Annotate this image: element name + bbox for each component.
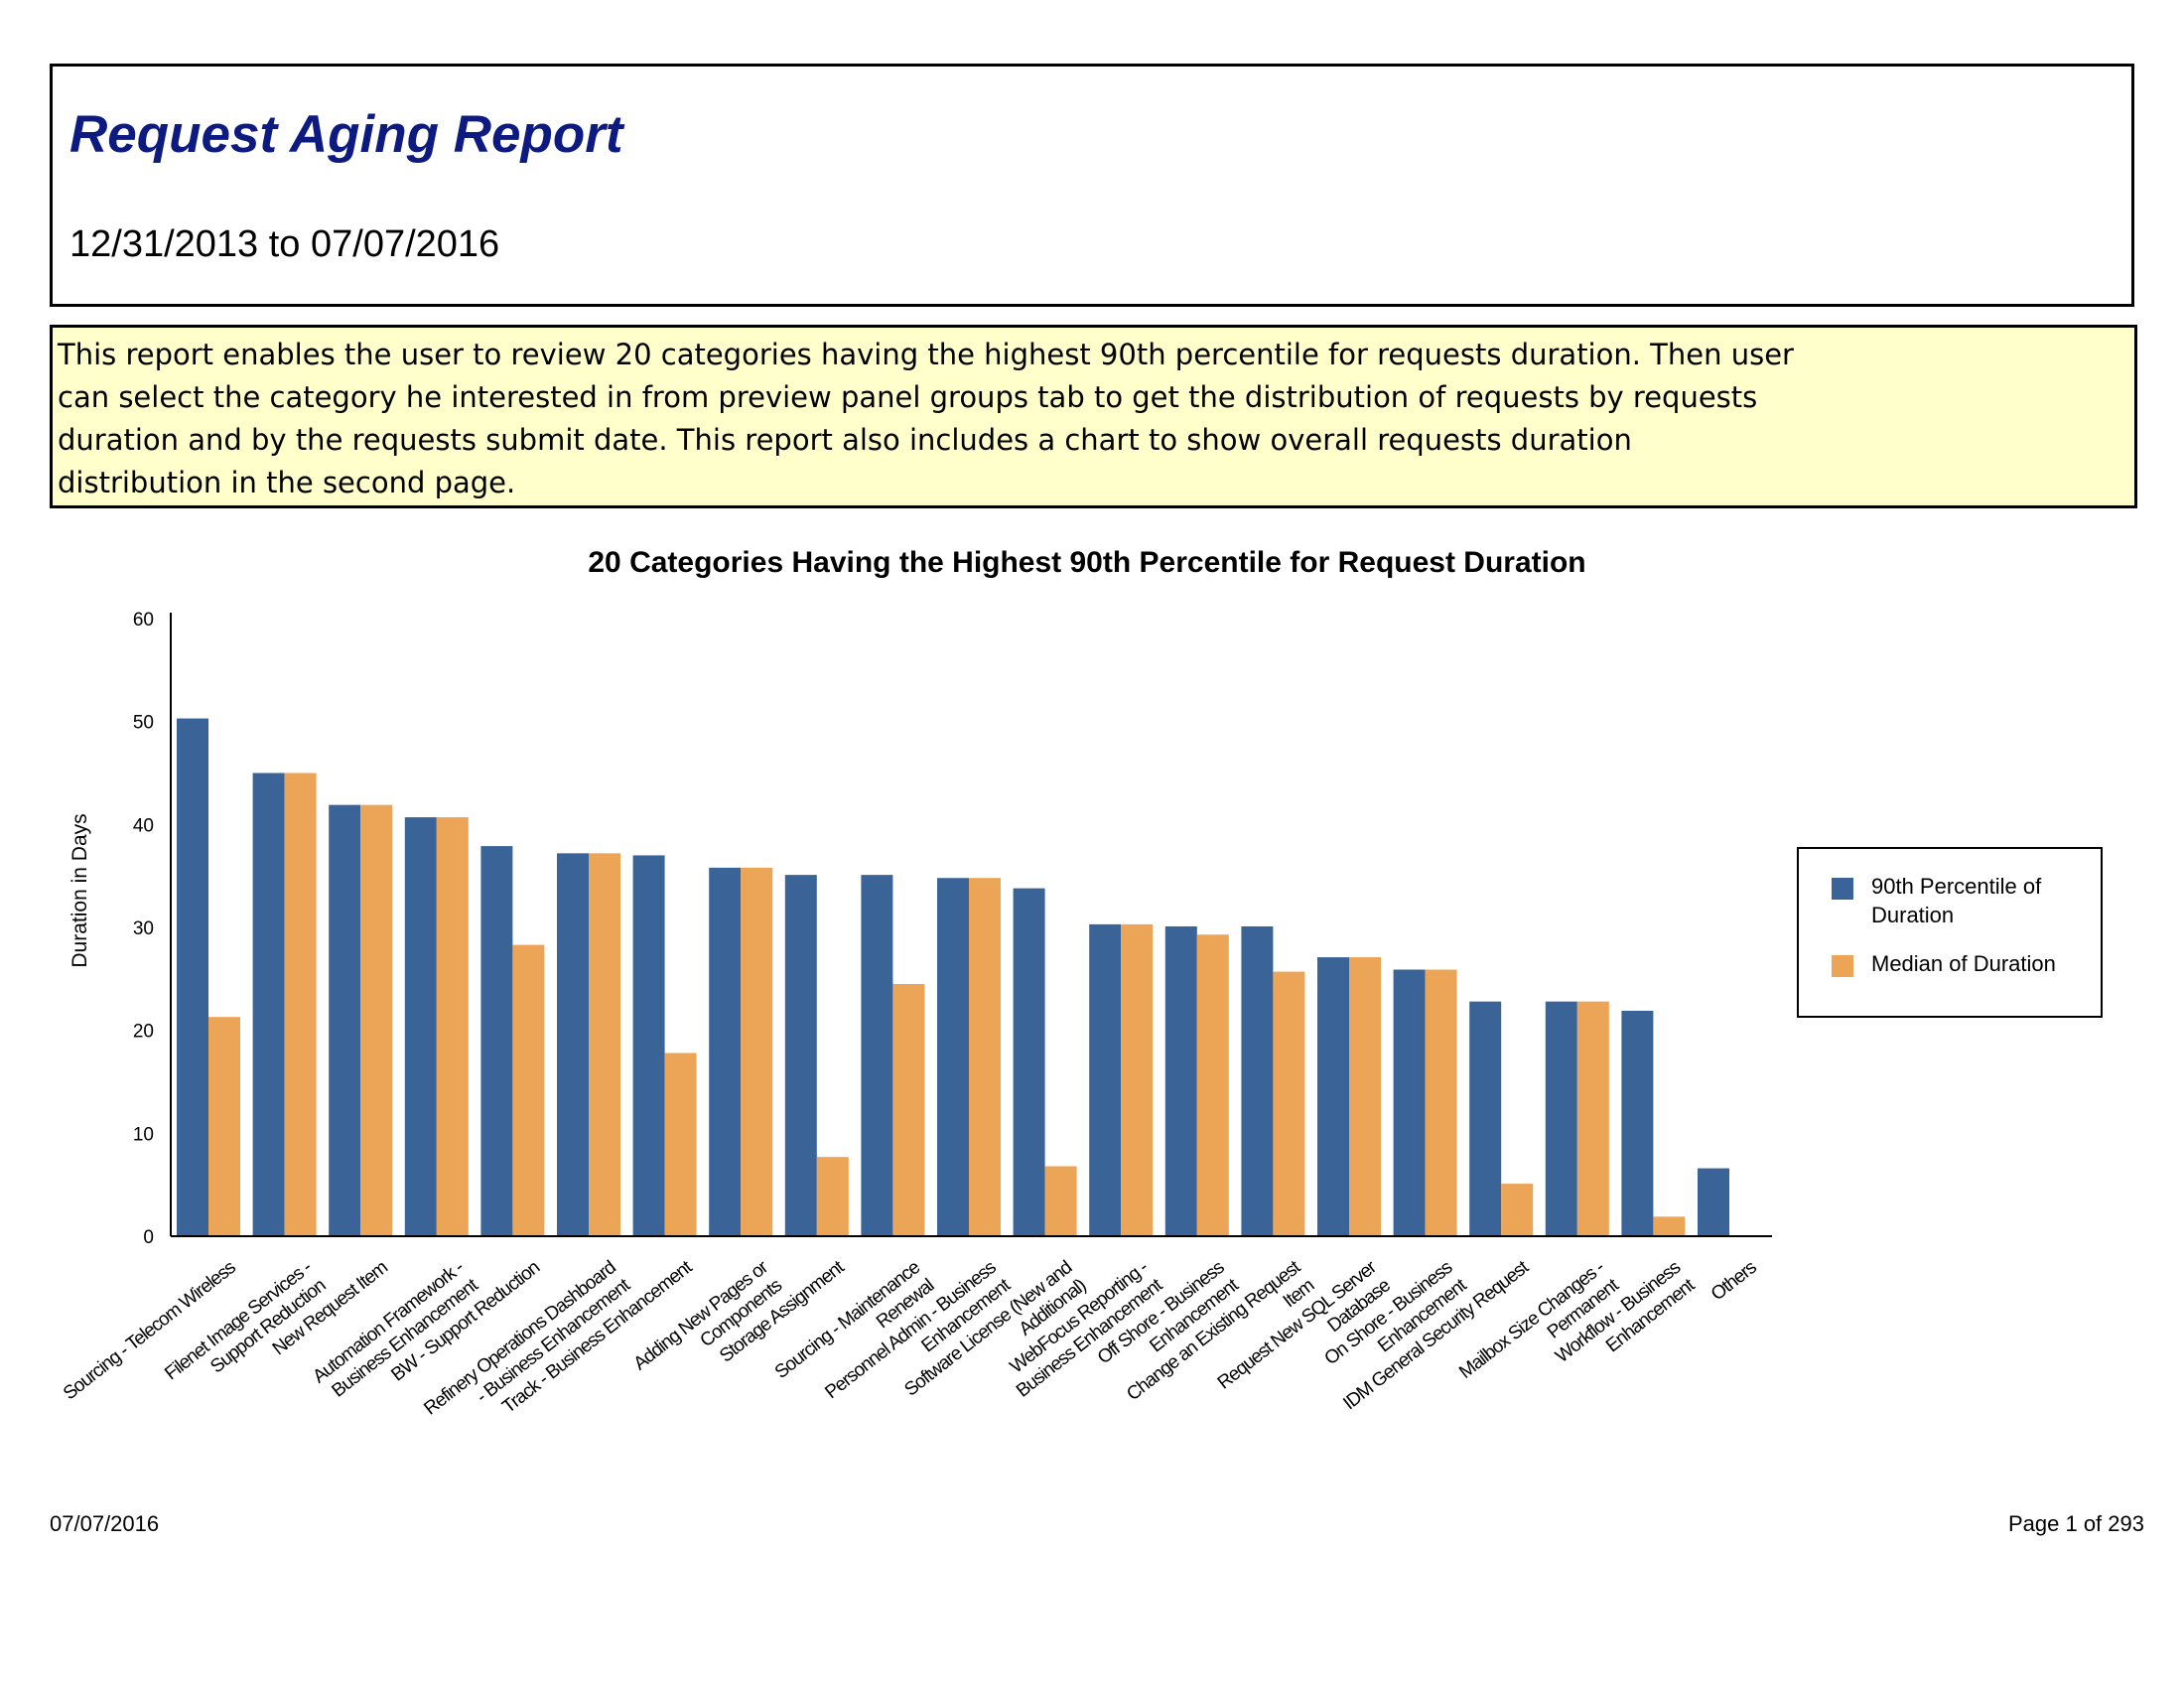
bar-90th-percentile bbox=[1241, 925, 1274, 1236]
report-header: Request Aging Report 12/31/2013 to 07/07… bbox=[50, 64, 2134, 307]
bar-90th-percentile bbox=[1317, 957, 1349, 1236]
bar-median bbox=[360, 804, 393, 1236]
bar-90th-percentile bbox=[329, 804, 361, 1236]
bar-median bbox=[892, 984, 925, 1236]
bar-90th-percentile bbox=[1164, 925, 1197, 1236]
legend-label-median: Median of Duration bbox=[1871, 951, 2056, 976]
bar-90th-percentile bbox=[709, 867, 742, 1236]
bar-median bbox=[1044, 1166, 1077, 1236]
bar-median bbox=[664, 1053, 697, 1236]
bar-90th-percentile bbox=[404, 817, 437, 1236]
report-description-box: This report enables the user to review 2… bbox=[50, 325, 2137, 508]
bar-90th-percentile bbox=[937, 878, 969, 1236]
bar-median bbox=[1425, 969, 1457, 1236]
chart-legend: 90th Percentile of Duration Median of Du… bbox=[1797, 847, 2103, 1018]
bar-90th-percentile bbox=[861, 875, 893, 1236]
y-axis-ticks: 0 10 20 30 40 50 60 bbox=[133, 610, 154, 1248]
y-tick-label: 10 bbox=[133, 1124, 154, 1145]
bar-90th-percentile bbox=[1698, 1168, 1729, 1236]
footer-date: 07/07/2016 bbox=[50, 1511, 160, 1536]
bar-median bbox=[512, 944, 545, 1236]
legend-swatch-90th-percentile bbox=[1832, 878, 1853, 900]
y-tick-label: 50 bbox=[133, 713, 154, 734]
bar-median bbox=[589, 853, 620, 1236]
bar-median bbox=[1576, 1001, 1609, 1236]
bar-median bbox=[436, 817, 469, 1236]
bar-median bbox=[1121, 923, 1154, 1236]
legend-item-90th-percentile: 90th Percentile of Duration bbox=[1832, 872, 2080, 929]
x-tick-label: Others bbox=[1707, 1257, 1761, 1305]
y-tick-label: 20 bbox=[133, 1022, 154, 1043]
chart-title: 20 Categories Having the Highest 90th Pe… bbox=[588, 546, 1585, 579]
footer-page-number: Page 1 of 293 bbox=[2007, 1511, 2144, 1536]
legend-swatch-median bbox=[1832, 955, 1853, 977]
bar-median bbox=[741, 867, 773, 1236]
bar-median bbox=[816, 1157, 849, 1236]
bar-90th-percentile bbox=[1621, 1010, 1654, 1236]
bar-median bbox=[969, 878, 1001, 1236]
bar-median bbox=[1653, 1216, 1686, 1236]
y-tick-label: 60 bbox=[133, 610, 154, 631]
bar-90th-percentile bbox=[1469, 1001, 1502, 1236]
legend-item-median: Median of Duration bbox=[1832, 949, 2080, 978]
y-tick-label: 40 bbox=[133, 815, 154, 836]
bar-90th-percentile bbox=[557, 853, 589, 1236]
report-description: This report enables the user to review 2… bbox=[58, 338, 1794, 499]
y-tick-label: 30 bbox=[133, 918, 154, 939]
bar-90th-percentile bbox=[1545, 1001, 1577, 1236]
bar-median bbox=[1349, 957, 1381, 1236]
bar-90th-percentile bbox=[1013, 888, 1045, 1236]
bar-90th-percentile bbox=[252, 773, 285, 1236]
bar-90th-percentile bbox=[784, 875, 817, 1236]
legend-label-90th-percentile: 90th Percentile of Duration bbox=[1871, 874, 2042, 927]
bar-median bbox=[284, 773, 317, 1236]
bar-90th-percentile bbox=[1393, 969, 1426, 1236]
y-tick-label: 0 bbox=[143, 1227, 154, 1248]
bar-90th-percentile bbox=[632, 855, 665, 1236]
report-date-range: 12/31/2013 to 07/07/2016 bbox=[69, 223, 500, 265]
bar-90th-percentile bbox=[177, 718, 208, 1236]
report-title: Request Aging Report bbox=[69, 105, 623, 164]
bar-90th-percentile bbox=[480, 846, 513, 1236]
bar-median bbox=[208, 1017, 240, 1236]
bar-median bbox=[1501, 1184, 1534, 1236]
y-axis-label: Duration in Days bbox=[68, 813, 91, 967]
bar-90th-percentile bbox=[1089, 923, 1122, 1236]
bars-group bbox=[177, 718, 1729, 1236]
duration-bar-chart: 20 Categories Having the Highest 90th Pe… bbox=[60, 546, 1772, 1420]
bar-median bbox=[1196, 934, 1229, 1236]
bar-median bbox=[1273, 971, 1305, 1236]
